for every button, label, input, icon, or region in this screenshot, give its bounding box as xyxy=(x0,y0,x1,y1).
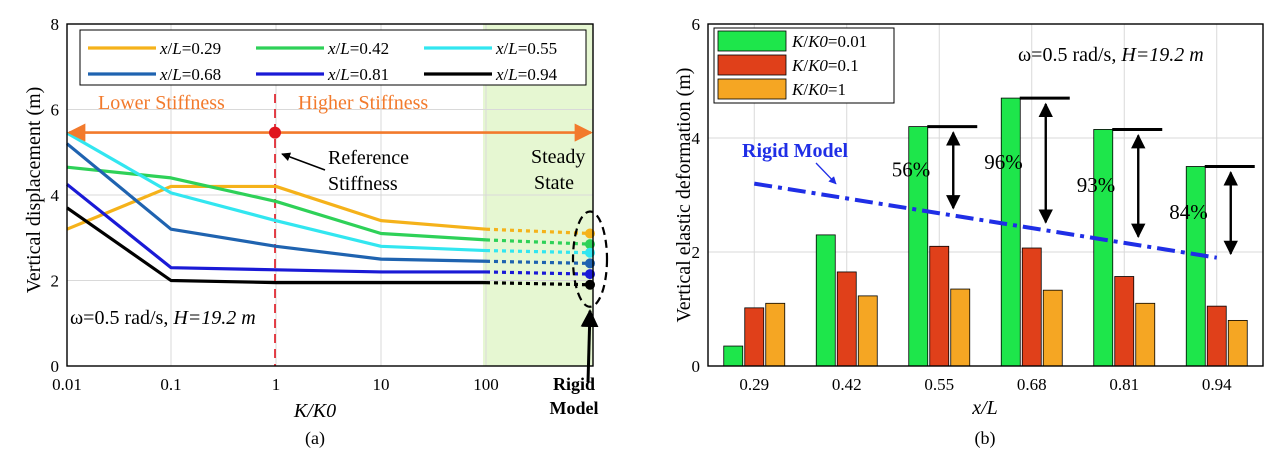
x-tick-label-4: 0.81 xyxy=(1109,375,1139,394)
legend-label-4: x/L=0.81 xyxy=(327,65,389,84)
legend-label-1: x/L=0.42 xyxy=(327,39,389,58)
x-tick-label-1: 0.1 xyxy=(160,375,181,394)
bar-2-4 xyxy=(1135,302,1156,367)
series-dotted-4 xyxy=(485,270,591,276)
bar-1-4 xyxy=(1114,276,1135,367)
panel-b: 56% 96% 93% 84% 0 2 4 6 0.29 0.42 0.55 0.68 0.81 0.9… xyxy=(673,15,1264,449)
series-dotted-1 xyxy=(485,238,591,246)
legend-label-1: K/K0=0.1 xyxy=(791,56,859,75)
bar-1-2 xyxy=(929,245,950,367)
panel-b-condition: ω=0.5 rad/s, H=19.2 m xyxy=(1018,44,1204,66)
series-dotted-5 xyxy=(485,281,591,287)
x-tick-label-2: 0.55 xyxy=(924,375,954,394)
panel-b-frame xyxy=(707,23,1264,367)
legend-swatch-1 xyxy=(717,54,787,76)
reduction-label-2: 93% xyxy=(1077,173,1116,197)
reference-label-line1: Reference xyxy=(328,147,409,169)
y-tick-label-0: 0 xyxy=(51,357,60,376)
bar-2-5 xyxy=(1227,319,1248,367)
panel-b-label: (b) xyxy=(975,428,996,449)
reduction-label-0: 56% xyxy=(892,157,931,181)
rigid-model-pointer xyxy=(815,162,837,185)
reduction-label-1: 96% xyxy=(984,150,1023,174)
rigid-model-pointer-arrow xyxy=(580,308,599,383)
series-dotted-3 xyxy=(485,259,591,265)
x-tick-label-0: 0.29 xyxy=(739,375,769,394)
x-tick-label-4: 100 xyxy=(473,375,499,394)
legend-swatch-2 xyxy=(717,78,787,100)
bar-2-3 xyxy=(1042,289,1063,367)
bar-1-0 xyxy=(744,307,765,367)
rigid-model-ellipse xyxy=(571,210,609,308)
y-tick-label-3: 6 xyxy=(51,101,60,120)
x-tick-label-0: 0.01 xyxy=(52,375,82,394)
y-tick-label-3: 6 xyxy=(692,15,701,34)
y-tick-label-0: 0 xyxy=(692,357,701,376)
legend-label-2: K/K0=1 xyxy=(791,80,846,99)
panel-a-tick-labels: 0 2 4 6 8 0.01 0.1 1 10 100 Rigid Model xyxy=(51,15,599,418)
rigid-model-label: Rigid Model xyxy=(742,140,849,162)
legend-label-0: K/K0=0.01 xyxy=(791,32,867,51)
panel-b-x-axis-label: x/L xyxy=(971,397,998,419)
legend-label-3: x/L=0.68 xyxy=(159,65,221,84)
panel-a-frame xyxy=(66,23,594,367)
x-tick-label-5: 0.94 xyxy=(1202,375,1232,394)
x-tick-label-rigid-1: Model xyxy=(550,398,599,418)
panel-b-legend: K/K0=0.01 K/K0=0.1 K/K0=1 xyxy=(717,30,867,100)
rigid-model-line xyxy=(753,181,1218,260)
bar-2-2 xyxy=(950,288,971,367)
series-line-3 xyxy=(65,142,487,263)
bar-0-3 xyxy=(1000,97,1021,367)
legend-label-2: x/L=0.55 xyxy=(495,39,557,58)
x-tick-label-rigid-0: Rigid xyxy=(553,374,595,394)
x-tick-label-2: 1 xyxy=(272,375,281,394)
panel-a-condition: ω=0.5 rad/s, H=19.2 m xyxy=(70,307,256,329)
bar-1-5 xyxy=(1206,305,1227,367)
reduction-label-3: 84% xyxy=(1169,200,1208,224)
bar-0-1 xyxy=(815,234,836,367)
legend-swatch-0 xyxy=(717,30,787,52)
series-line-4 xyxy=(65,183,486,274)
x-tick-label-3: 0.68 xyxy=(1017,375,1047,394)
bar-1-1 xyxy=(836,271,857,367)
series-dotted-0 xyxy=(485,227,591,236)
y-tick-label-2: 4 xyxy=(51,186,60,205)
panel-a-x-axis-label: K/K0 xyxy=(293,400,336,422)
panel-a-label: (a) xyxy=(305,428,325,449)
reference-label-line2: Stiffness xyxy=(328,173,398,195)
panel-b-y-axis-label: Vertical elastic deformation (m) xyxy=(673,68,695,323)
bar-0-5 xyxy=(1185,166,1206,367)
legend-label-5: x/L=0.94 xyxy=(495,65,558,84)
panel-b-tick-labels: 0 2 4 6 0.29 0.42 0.55 0.68 0.81 0.94 xyxy=(692,15,1233,394)
series-line-5 xyxy=(66,206,486,285)
bar-0-0 xyxy=(723,345,744,367)
panel-a-legend: x/L=0.29 x/L=0.42 x/L=0.55 x/L=0.68 x/L=0.81… xyxy=(88,39,558,84)
panel-b-reduction-arrows: 56% 96% 93% 84% xyxy=(892,96,1255,256)
steady-state-line2: State xyxy=(534,172,574,194)
panel-a-series xyxy=(65,131,591,287)
lower-stiffness-label: Lower Stiffness xyxy=(98,92,225,114)
panel-a-legend-box xyxy=(79,29,587,86)
bar-0-4 xyxy=(1093,129,1114,367)
y-tick-label-4: 8 xyxy=(51,15,60,34)
y-tick-label-1: 2 xyxy=(51,272,60,291)
steady-state-line1: Steady xyxy=(531,146,585,168)
series-line-2 xyxy=(66,131,487,253)
reference-stiffness-dot xyxy=(269,126,281,139)
y-tick-label-1: 2 xyxy=(692,243,701,262)
higher-stiffness-label: Higher Stiffness xyxy=(298,92,428,114)
x-tick-label-1: 0.42 xyxy=(832,375,862,394)
y-tick-label-2: 4 xyxy=(692,129,701,148)
x-tick-label-3: 10 xyxy=(373,375,390,394)
bar-2-1 xyxy=(857,295,878,367)
series-dotted-2 xyxy=(485,248,591,255)
bar-2-0 xyxy=(765,302,786,367)
reference-stiffness-pointer xyxy=(281,152,326,171)
panel-b-bars xyxy=(723,97,1248,367)
panel-a-y-axis-label: Vertical displacement (m) xyxy=(23,87,45,294)
bar-1-3 xyxy=(1021,247,1042,367)
legend-label-0: x/L=0.29 xyxy=(159,39,221,58)
